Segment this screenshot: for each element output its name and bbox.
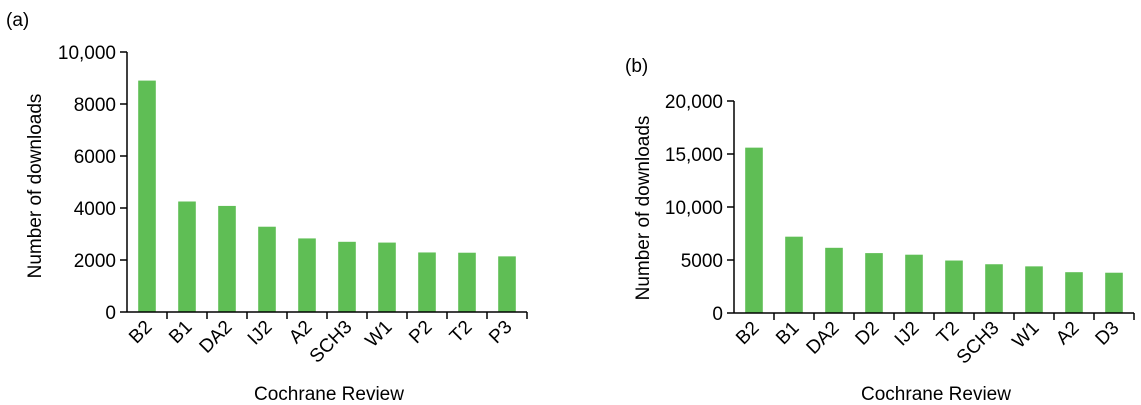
bar-b-da2 [825,247,843,313]
bar-b-b2 [745,147,763,313]
y-tick-label-a: 6000 [74,147,116,168]
bar-a-a2 [298,238,316,312]
chart-panel-b: (b) Number of downloads Cochrane Review … [625,56,1135,405]
y-tick-label-b: 0 [712,304,723,325]
y-tick-label-b: 5000 [681,251,723,272]
x-tick-label-b-d2: D2 [852,318,884,350]
y-tick-label-a: 0 [105,303,116,324]
bar-b-w1 [1025,266,1043,313]
y-ticks-a: 0 2000 4000 6000 8000 10,000 [58,43,127,324]
y-ticks-b: 0 5000 10,000 15,000 20,000 [665,92,734,325]
x-tick-label-b-ij2: IJ2 [891,318,924,351]
bar-b-a2 [1065,272,1083,313]
bar-b-d2 [865,253,883,313]
bar-a-da2 [218,205,236,312]
y-axis-title-b: Number of downloads [633,116,654,301]
bar-a-ij2 [258,226,276,312]
panel-label-b: (b) [625,56,648,77]
bars-a [138,80,516,312]
bar-b-b1 [785,236,803,313]
x-tick-label-a-ij2: IJ2 [244,317,277,350]
x-tick-label-a-sch3: SCH3 [306,317,357,368]
x-tick-label-b-w1: W1 [1009,318,1044,353]
y-tick-label-b: 15,000 [665,145,723,166]
bar-b-sch3 [985,264,1003,313]
chart-panel-a: (a) Number of downloads Cochrane Review … [6,10,528,405]
x-tick-label-b-a2: A2 [1052,318,1083,349]
x-tick-label-b-da2: DA2 [803,318,844,359]
bar-a-b2 [138,80,156,312]
y-tick-label-a: 4000 [74,199,116,220]
bars-b [745,147,1123,313]
x-tick-label-b-b2: B2 [732,318,763,349]
bar-a-p2 [418,252,436,312]
bar-b-ij2 [905,254,923,313]
bar-b-t2 [945,260,963,313]
bar-a-t2 [458,252,476,312]
bar-b-d3 [1105,272,1123,313]
x-tick-label-a-w1: W1 [362,317,397,352]
x-tick-label-a-da2: DA2 [196,317,237,358]
x-tick-label-a-b1: B1 [165,317,196,348]
x-tick-label-a-b2: B2 [125,317,156,348]
y-axis-title-a: Number of downloads [25,94,46,279]
x-tick-label-b-d3: D3 [1092,318,1124,350]
x-tick-label-a-t2: T2 [446,317,477,348]
y-tick-label-a: 8000 [74,95,116,116]
y-tick-label-b: 10,000 [665,198,723,219]
bar-a-p3 [498,256,516,312]
y-tick-label-b: 20,000 [665,92,723,113]
x-tick-label-b-t2: T2 [933,318,964,349]
y-tick-label-a: 10,000 [58,43,116,64]
bar-a-sch3 [338,241,356,312]
bar-a-b1 [178,201,196,312]
x-tick-label-a-p2: P2 [405,317,436,348]
x-tick-label-b-sch3: SCH3 [953,318,1004,369]
x-tick-label-a-a2: A2 [285,317,316,348]
y-tick-label-a: 2000 [74,251,116,272]
bar-a-w1 [378,242,396,312]
x-axis-title-a: Cochrane Review [254,384,404,405]
x-tick-label-a-p3: P3 [485,317,516,348]
x-tick-label-b-b1: B1 [772,318,803,349]
panel-label-a: (a) [6,10,29,31]
x-axis-title-b: Cochrane Review [861,384,1011,405]
